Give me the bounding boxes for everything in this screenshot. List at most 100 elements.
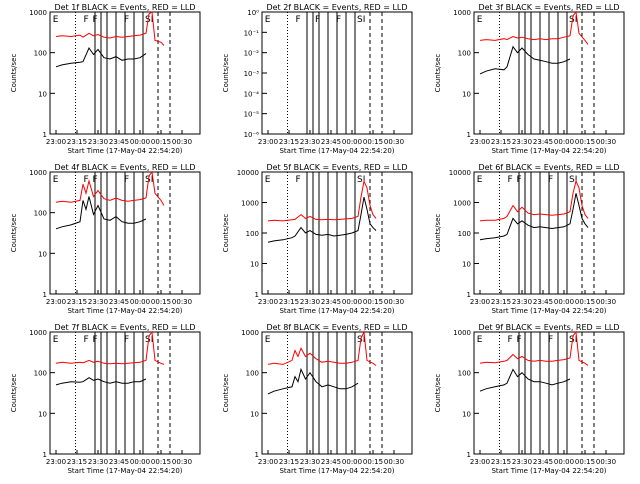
x-tick-label-7-5: 00:15 <box>151 458 171 466</box>
panel-title-1: Det 1f BLACK = Events, RED = LLD <box>54 3 195 12</box>
x-axis-label-5: Start Time (17-May-04 22:54:20) <box>279 307 394 315</box>
x-tick-label-8-2: 23:30 <box>300 458 320 466</box>
x-tick-label-6-3: 23:45 <box>533 298 553 306</box>
x-tick-label-7-2: 23:30 <box>88 458 108 466</box>
x-tick-label-4-4: 00:00 <box>130 298 150 306</box>
x-tick-label-4-5: 00:15 <box>151 298 171 306</box>
marker-label-5-0: E <box>265 175 271 185</box>
y-tick-label-7-2: 100 <box>34 370 47 378</box>
y-tick-label-4-1: 10 <box>38 250 47 258</box>
y-tick-label-3-0: 1 <box>467 131 471 139</box>
marker-label-1-3: F <box>124 15 129 25</box>
y-tick-label-8-2: 100 <box>246 370 259 378</box>
x-tick-label-2-5: 00:15 <box>363 138 383 146</box>
marker-label-2-1: F <box>296 15 301 25</box>
marker-label-9-3: F <box>548 335 553 345</box>
y-tick-label-5-2: 100 <box>246 230 259 238</box>
x-tick-label-9-4: 00:00 <box>554 458 574 466</box>
x-tick-label-9-5: 00:15 <box>575 458 595 466</box>
marker-label-2-2: F <box>315 15 320 25</box>
x-tick-label-3-2: 23:30 <box>512 138 532 146</box>
y-tick-label-9-3: 1000 <box>453 329 471 337</box>
x-tick-label-9-6: 00:30 <box>596 458 616 466</box>
series-line-5-lld <box>267 179 377 222</box>
x-axis-label-1: Start Time (17-May-04 22:54:20) <box>67 147 182 155</box>
x-tick-label-6-2: 23:30 <box>512 298 532 306</box>
x-tick-label-7-3: 23:45 <box>109 458 129 466</box>
x-tick-label-2-1: 23:15 <box>279 138 299 146</box>
y-tick-label-6-4: 10000 <box>449 169 471 177</box>
x-tick-label-7-4: 00:00 <box>130 458 150 466</box>
marker-label-2-4: SI <box>357 15 365 25</box>
marker-label-4-0: E <box>53 175 59 185</box>
x-tick-label-5-3: 23:45 <box>321 298 341 306</box>
y-tick-label-3-3: 1000 <box>453 9 471 17</box>
x-tick-label-1-2: 23:30 <box>88 138 108 146</box>
y-tick-label-4-2: 100 <box>34 210 47 218</box>
x-tick-label-6-5: 00:15 <box>575 298 595 306</box>
series-line-7-events <box>55 377 147 386</box>
x-tick-label-5-1: 23:15 <box>279 298 299 306</box>
y-tick-label-9-0: 1 <box>467 451 471 459</box>
x-tick-label-3-0: 23:00 <box>470 138 490 146</box>
marker-label-9-1: F <box>508 335 513 345</box>
x-tick-label-5-5: 00:15 <box>363 298 383 306</box>
y-tick-label-3-2: 100 <box>458 50 471 58</box>
marker-label-1-1: F <box>84 15 89 25</box>
y-tick-label-6-0: 1 <box>467 291 471 299</box>
x-tick-label-7-1: 23:15 <box>67 458 87 466</box>
x-tick-label-3-4: 00:00 <box>554 138 574 146</box>
series-line-8-lld <box>267 330 377 366</box>
x-tick-label-5-4: 00:00 <box>342 298 362 306</box>
marker-label-3-1: SI <box>569 15 577 25</box>
x-tick-label-4-6: 00:30 <box>172 298 192 306</box>
y-axis-label-7: Counts/sec <box>10 374 18 413</box>
x-tick-label-2-3: 23:45 <box>321 138 341 146</box>
x-tick-label-4-1: 23:15 <box>67 298 87 306</box>
x-tick-label-4-2: 23:30 <box>88 298 108 306</box>
y-tick-label-8-3: 1000 <box>241 329 259 337</box>
y-axis-label-1: Counts/sec <box>10 54 18 93</box>
x-axis-label-4: Start Time (17-May-04 22:54:20) <box>67 307 182 315</box>
marker-label-7-4: SI <box>145 335 153 345</box>
x-tick-label-8-3: 23:45 <box>321 458 341 466</box>
y-tick-label-7-3: 1000 <box>29 329 47 337</box>
series-line-3-lld <box>479 10 589 45</box>
x-tick-label-9-1: 23:15 <box>491 458 511 466</box>
x-axis-label-8: Start Time (17-May-04 22:54:20) <box>279 467 394 475</box>
x-axis-label-7: Start Time (17-May-04 22:54:20) <box>67 467 182 475</box>
y-tick-label-6-3: 1000 <box>453 200 471 208</box>
series-line-9-lld <box>479 330 589 366</box>
y-tick-label-9-2: 100 <box>458 370 471 378</box>
panel-title-3: Det 3f BLACK = Events, RED = LLD <box>478 3 619 12</box>
y-tick-label-2-1: 10⁻¹ <box>244 29 260 37</box>
series-line-4-events <box>55 196 147 230</box>
x-tick-label-2-2: 23:30 <box>300 138 320 146</box>
y-tick-label-2-3: 10⁻³ <box>244 70 260 78</box>
marker-label-3-0: E <box>477 15 483 25</box>
marker-label-6-4: SI <box>569 175 577 185</box>
x-tick-label-3-1: 23:15 <box>491 138 511 146</box>
y-axis-label-6: Counts/sec <box>434 214 442 253</box>
y-tick-label-2-0: 10⁰ <box>247 9 259 17</box>
x-tick-label-9-0: 23:00 <box>470 458 490 466</box>
marker-label-7-3: F <box>124 335 129 345</box>
marker-label-6-3: F <box>548 175 553 185</box>
y-tick-label-1-1: 10 <box>38 90 47 98</box>
panel-title-9: Det 9f BLACK = Events, RED = LLD <box>478 323 619 332</box>
x-tick-label-3-6: 00:30 <box>596 138 616 146</box>
y-tick-label-5-0: 1 <box>255 291 259 299</box>
y-axis-label-9: Counts/sec <box>434 374 442 413</box>
x-tick-label-5-0: 23:00 <box>258 298 278 306</box>
series-line-8-events <box>267 367 359 395</box>
x-tick-label-8-1: 23:15 <box>279 458 299 466</box>
panel-title-6: Det 6f BLACK = Events, RED = LLD <box>478 163 619 172</box>
y-tick-label-2-5: 10⁻⁵ <box>244 111 260 119</box>
marker-label-7-2: F <box>93 335 98 345</box>
y-tick-label-7-0: 1 <box>43 451 47 459</box>
x-tick-label-5-6: 00:30 <box>384 298 404 306</box>
x-tick-label-3-3: 23:45 <box>533 138 553 146</box>
panel-title-8: Det 8f BLACK = Events, RED = LLD <box>266 323 407 332</box>
x-tick-label-6-4: 00:00 <box>554 298 574 306</box>
